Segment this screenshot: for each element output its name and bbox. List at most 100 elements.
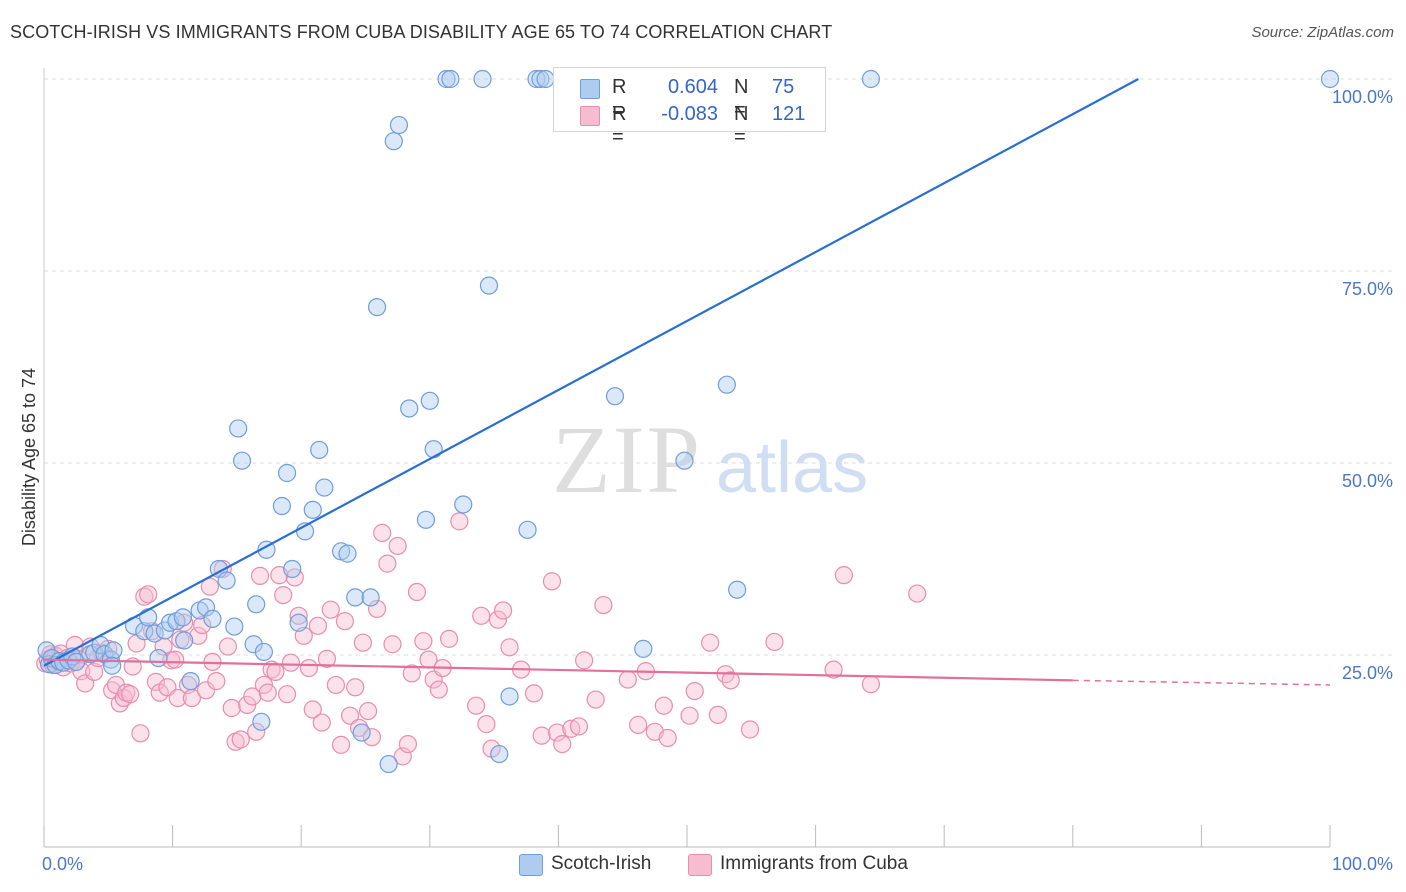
point-scotch-irish (352, 723, 371, 742)
point-immigrants-from-cuba (402, 664, 421, 683)
chart-title: SCOTCH-IRISH VS IMMIGRANTS FROM CUBA DIS… (10, 22, 833, 42)
source-credit: Source: ZipAtlas.com (1251, 24, 1394, 41)
point-immigrants-from-cuba (680, 706, 699, 725)
point-scotch-irish (252, 712, 271, 731)
point-immigrants-from-cuba (542, 572, 562, 591)
point-immigrants-from-cuba (548, 723, 567, 742)
point-immigrants-from-cuba (908, 584, 927, 603)
point-immigrants-from-cuba (524, 684, 544, 703)
point-immigrants-from-cuba (299, 658, 319, 678)
point-scotch-irish (67, 652, 86, 672)
point-immigrants-from-cuba (477, 715, 496, 734)
legend-swatch-pink (580, 106, 600, 126)
point-immigrants-from-cuba (383, 635, 402, 654)
point-scotch-irish (361, 588, 380, 607)
point-immigrants-from-cuba (765, 632, 784, 652)
point-immigrants-from-cuba (222, 698, 241, 718)
x-tick-label-min: 0.0% (42, 854, 83, 874)
point-immigrants-from-cuba (250, 566, 270, 585)
legend-swatch-cuba (688, 854, 712, 876)
point-immigrants-from-cuba (472, 606, 491, 625)
point-immigrants-from-cuba (861, 675, 880, 694)
point-immigrants-from-cuba (618, 670, 637, 689)
axes (43, 68, 1331, 848)
point-immigrants-from-cuba (258, 683, 277, 702)
watermark-zip: ZIP (552, 406, 702, 513)
point-scotch-irish (338, 544, 357, 563)
point-scotch-irish (315, 478, 334, 497)
point-scotch-irish (203, 609, 222, 629)
point-immigrants-from-cuba (658, 728, 677, 748)
point-immigrants-from-cuba (281, 653, 301, 672)
y-axis-label: Disability Age 65 to 74 (19, 368, 39, 546)
legend-r-value: -0.083 (661, 103, 718, 125)
point-scotch-irish (400, 399, 419, 418)
point-immigrants-from-cuba (121, 685, 140, 704)
point-scotch-irish (536, 69, 555, 89)
point-immigrants-from-cuba (166, 650, 185, 669)
point-scotch-irish (420, 391, 439, 410)
point-immigrants-from-cuba (247, 722, 266, 741)
point-immigrants-from-cuba (398, 734, 418, 754)
point-scotch-irish (500, 687, 519, 706)
y-tick-labels: 100.0% 75.0% 50.0% 25.0% (1332, 87, 1393, 683)
point-scotch-irish (531, 69, 550, 89)
point-immigrants-from-cuba (335, 612, 355, 631)
x-tick-label-max: 100.0% (1332, 854, 1393, 874)
point-scotch-irish (389, 115, 409, 135)
point-immigrants-from-cuba (594, 595, 613, 615)
point-immigrants-from-cuba (414, 632, 433, 651)
point-immigrants-from-cuba (266, 662, 285, 681)
point-immigrants-from-cuba (450, 512, 469, 531)
point-immigrants-from-cuba (362, 728, 382, 747)
point-immigrants-from-cuba (488, 610, 508, 629)
point-immigrants-from-cuba (373, 523, 392, 542)
point-immigrants-from-cuba (358, 701, 378, 721)
point-scotch-irish (303, 500, 322, 519)
legend-label-cuba: Immigrants from Cuba (720, 853, 908, 874)
point-immigrants-from-cuba (146, 672, 165, 691)
legend-r-value: 0.604 (667, 76, 718, 98)
point-immigrants-from-cuba (326, 675, 346, 695)
point-immigrants-from-cuba (312, 713, 331, 732)
point-scotch-irish (454, 495, 473, 514)
legend-swatch-blue (580, 79, 600, 99)
point-immigrants-from-cuba (721, 671, 740, 690)
trendlines (43, 78, 1331, 686)
stats-legend: R = 0.604 N = 75 R = -0.083 N = 121 (553, 67, 826, 148)
point-scotch-irish (283, 559, 302, 579)
point-immigrants-from-cuba (429, 680, 448, 699)
gridlines (44, 78, 1395, 656)
point-immigrants-from-cuba (367, 599, 387, 619)
y-tick-label-75: 75.0% (1342, 279, 1393, 299)
point-scotch-irish (310, 440, 329, 460)
point-scotch-irish (416, 510, 436, 529)
legend-n-label: N = (734, 76, 749, 121)
point-scotch-irish (173, 608, 192, 627)
point-scotch-irish (728, 580, 747, 599)
point-scotch-irish (861, 69, 880, 89)
watermark: ZIP atlas (552, 406, 868, 513)
point-immigrants-from-cuba (340, 706, 360, 725)
point-scotch-irish (437, 69, 456, 89)
y-tick-label-25: 25.0% (1342, 663, 1393, 683)
point-immigrants-from-cuba (439, 629, 459, 648)
point-immigrants-from-cuba (407, 582, 427, 602)
point-scotch-irish (232, 451, 252, 470)
point-immigrants-from-cuba (196, 681, 216, 700)
point-immigrants-from-cuba (218, 637, 237, 656)
legend-n-value: 121 (772, 103, 806, 125)
point-immigrants-from-cuba (193, 615, 212, 635)
point-scotch-irish (175, 631, 194, 650)
point-immigrants-from-cuba (142, 622, 162, 641)
point-immigrants-from-cuba (139, 585, 158, 604)
point-scotch-irish (272, 496, 292, 516)
point-immigrants-from-cuba (701, 633, 720, 652)
legend-r-label: R = (612, 76, 627, 121)
point-scotch-irish (254, 642, 274, 662)
point-immigrants-from-cuba (586, 690, 605, 709)
point-scotch-irish (367, 297, 387, 317)
point-scotch-irish (490, 744, 509, 764)
point-immigrants-from-cuba (834, 566, 853, 585)
y-tick-label-100: 100.0% (1332, 87, 1393, 107)
